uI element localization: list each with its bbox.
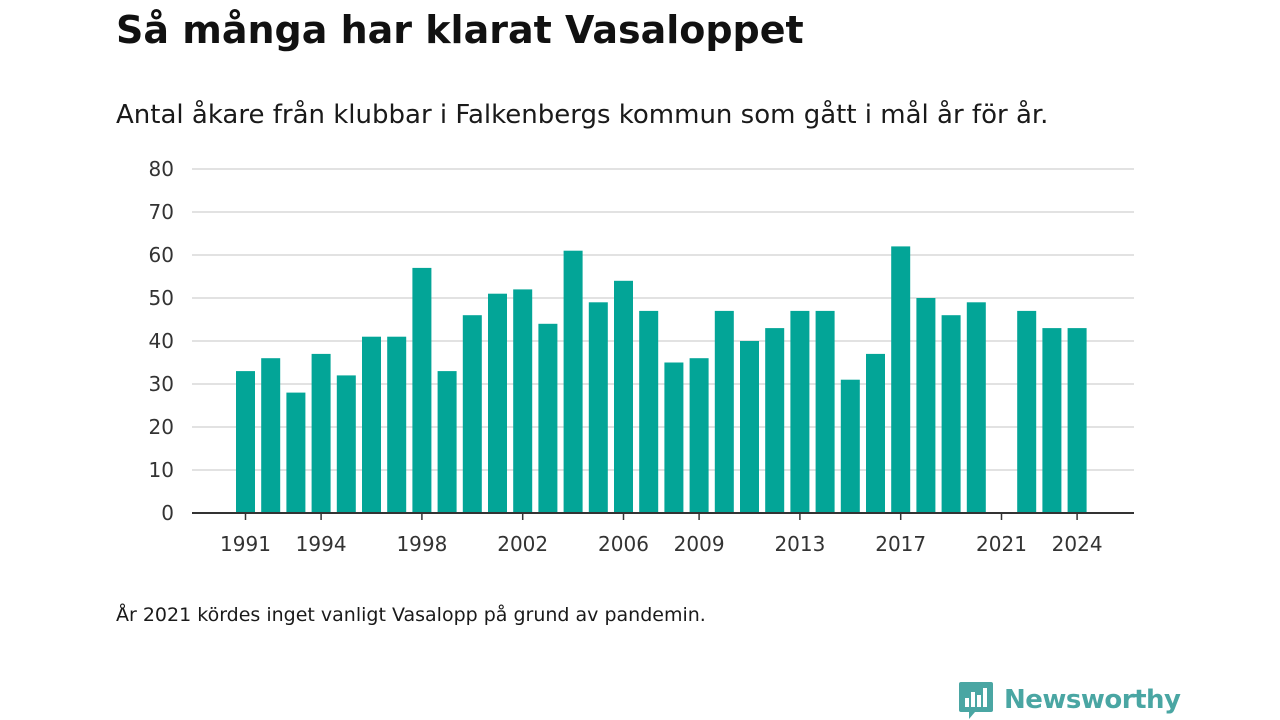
x-tick-label: 2009 <box>674 532 725 556</box>
bar-2011 <box>740 341 759 513</box>
bar-1993 <box>286 392 306 513</box>
x-tick-label: 2024 <box>1052 532 1103 556</box>
bar-2003 <box>538 323 558 513</box>
bar-2014 <box>815 310 835 513</box>
bar-2017 <box>891 246 911 513</box>
bar-2000 <box>462 315 482 513</box>
bar-2023 <box>1042 328 1062 513</box>
bar-2020 <box>966 302 986 513</box>
x-tick-label: 2021 <box>976 532 1027 556</box>
x-tick-label: 2017 <box>875 532 926 556</box>
y-tick-label: 30 <box>149 372 174 396</box>
bar-1996 <box>362 336 381 513</box>
bar-2005 <box>588 302 608 513</box>
bar-1995 <box>336 375 356 513</box>
y-tick-label: 40 <box>149 329 174 353</box>
bar-2006 <box>614 280 633 513</box>
bar-chart-speech-bubble-icon <box>959 682 993 719</box>
bar-1997 <box>387 336 407 513</box>
bar-2013 <box>790 310 810 513</box>
bar-2016 <box>866 353 885 513</box>
bar-2002 <box>513 289 533 513</box>
bar-1994 <box>311 353 331 513</box>
bar-2010 <box>714 310 734 513</box>
bar-2012 <box>765 328 785 513</box>
chart-footnote: År 2021 kördes inget vanligt Vasalopp på… <box>116 604 706 626</box>
y-tick-label: 0 <box>161 501 174 525</box>
brand-name: Newsworthy <box>1004 685 1181 715</box>
y-tick-label: 20 <box>149 415 174 439</box>
x-tick-label: 2002 <box>497 532 548 556</box>
bar-2018 <box>916 298 936 513</box>
x-tick-label: 2013 <box>774 532 825 556</box>
bar-2007 <box>639 310 659 513</box>
bar-2009 <box>689 358 709 513</box>
bar-2024 <box>1067 328 1087 513</box>
y-tick-label: 50 <box>149 286 174 310</box>
y-tick-label: 80 <box>149 157 174 181</box>
bar-2008 <box>664 362 684 513</box>
x-tick-label: 1991 <box>220 532 271 556</box>
chart-subtitle: Antal åkare från klubbar i Falkenbergs k… <box>116 100 1049 130</box>
bar-2015 <box>840 379 860 513</box>
bar-1991 <box>236 371 255 513</box>
chart-title: Så många har klarat Vasaloppet <box>116 8 804 52</box>
bar-2022 <box>1017 310 1037 513</box>
bar-1999 <box>437 371 457 513</box>
bar-chart: 0 10 20 30 40 50 60 70 80 1991 1994 1998 2002 2006 200… <box>149 157 1134 556</box>
newsworthy-logo: Newsworthy <box>958 680 1181 720</box>
bar-1998 <box>412 267 432 513</box>
y-tick-label: 70 <box>149 200 174 224</box>
x-tick-label: 1998 <box>396 532 447 556</box>
x-tick-label: 1994 <box>296 532 347 556</box>
bar-1992 <box>261 358 281 513</box>
bar-2019 <box>941 315 961 513</box>
bar-2004 <box>563 250 583 513</box>
y-tick-label: 10 <box>149 458 174 482</box>
y-tick-label: 60 <box>149 243 174 267</box>
bar-2001 <box>488 293 507 513</box>
x-tick-label: 2006 <box>598 532 649 556</box>
